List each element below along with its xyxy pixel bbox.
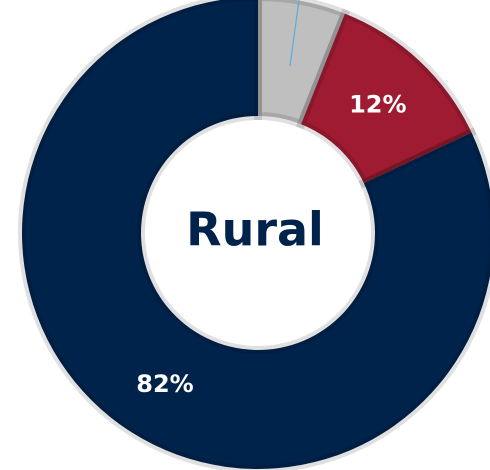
- chart-title: Rural: [186, 203, 324, 257]
- donut-segment: [295, 8, 477, 189]
- value-label: 12%: [349, 90, 406, 118]
- leader-line: [289, 0, 300, 67]
- donut-segment: [254, 0, 351, 130]
- donut-segment: [18, 0, 490, 470]
- value-label: 82%: [136, 370, 193, 398]
